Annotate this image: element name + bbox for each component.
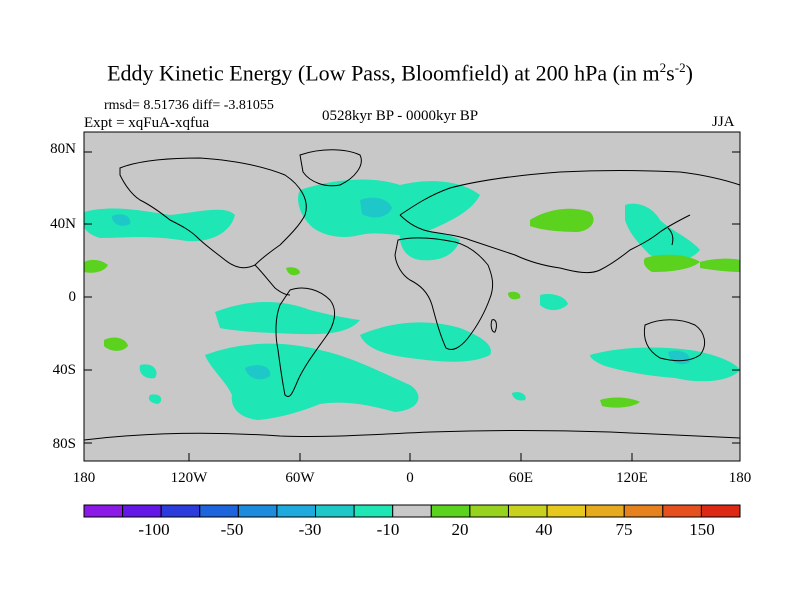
map-background bbox=[84, 132, 740, 461]
lon-label-60e: 60E bbox=[508, 470, 534, 486]
lon-label-120w: 120W bbox=[170, 470, 208, 486]
colorbar-label: 150 bbox=[689, 520, 715, 539]
lat-label-80n: 80N bbox=[50, 141, 76, 157]
colorbar-swatch bbox=[430, 504, 471, 518]
colorbar-label: 40 bbox=[535, 520, 553, 539]
season-label: JJA bbox=[712, 114, 735, 130]
colorbar-swatch bbox=[469, 504, 509, 518]
colorbar-swatch bbox=[237, 504, 278, 518]
colorbar-swatch bbox=[353, 504, 394, 518]
colorbar-swatch bbox=[392, 504, 432, 518]
coastlines bbox=[83, 149, 741, 441]
chart-title: Eddy Kinetic Energy (Low Pass, Bloomfiel… bbox=[107, 60, 693, 86]
lon-label-60w: 60W bbox=[285, 470, 315, 486]
colorbar-swatch bbox=[122, 504, 162, 518]
lat-label-80s: 80S bbox=[52, 436, 76, 452]
colorbar-swatch bbox=[662, 504, 702, 518]
positive-anomaly-regions bbox=[84, 208, 740, 408]
lon-label-180e: 180 bbox=[728, 470, 752, 486]
colorbar-swatch bbox=[507, 504, 548, 518]
colorbar-swatch bbox=[315, 504, 355, 518]
period-label: 0528kyr BP - 0000kyr BP bbox=[322, 108, 479, 124]
colorbar bbox=[83, 504, 741, 518]
colorbar-label: -100 bbox=[138, 520, 170, 539]
colorbar-swatch bbox=[160, 504, 201, 518]
colorbar-swatch bbox=[623, 504, 664, 518]
colorbar-label: -10 bbox=[376, 520, 400, 539]
lat-label-40s: 40S bbox=[52, 362, 76, 378]
lon-label-0: 0 bbox=[406, 470, 414, 486]
rmsd-diff-label: rmsd= 8.51736 diff= -3.81055 bbox=[104, 98, 274, 113]
lon-label-180w: 180 bbox=[72, 470, 96, 486]
colorbar-label: 20 bbox=[451, 520, 469, 539]
colorbar-label: -50 bbox=[220, 520, 244, 539]
colorbar-swatch bbox=[276, 504, 317, 518]
experiment-label: Expt = xqFuA-xqfua bbox=[84, 115, 210, 131]
lat-label-eq: 0 bbox=[68, 289, 77, 305]
axis-ticks bbox=[84, 151, 740, 461]
lon-label-120e: 120E bbox=[616, 470, 648, 486]
colorbar-swatch bbox=[700, 504, 741, 518]
colorbar-swatch bbox=[585, 504, 625, 518]
colorbar-swatch bbox=[83, 504, 124, 518]
colorbar-label: 75 bbox=[615, 520, 633, 539]
colorbar-swatch bbox=[199, 504, 239, 518]
lat-label-40n: 40N bbox=[50, 216, 76, 232]
colorbar-swatch bbox=[546, 504, 587, 518]
colorbar-label: -30 bbox=[298, 520, 322, 539]
